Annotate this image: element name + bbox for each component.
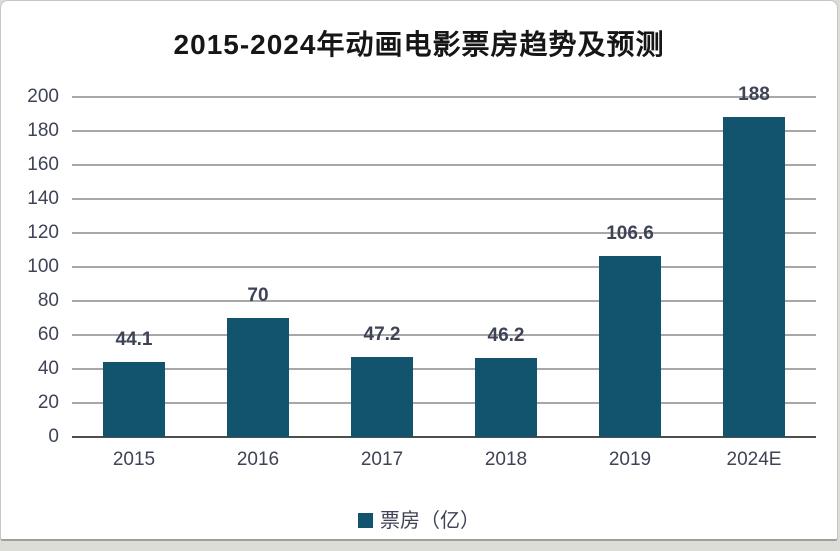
bar-2015	[103, 362, 165, 437]
bar-2019	[599, 256, 661, 437]
y-tick-label: 40	[37, 358, 59, 379]
x-axis-line	[72, 436, 816, 438]
x-tick-label: 2016	[236, 449, 280, 470]
gridline	[72, 164, 816, 166]
gridline	[72, 266, 816, 268]
bar-2017	[351, 357, 413, 437]
gridline	[72, 300, 816, 302]
legend: 票房（亿）	[1, 504, 837, 533]
gridline	[72, 334, 816, 336]
y-tick-label: 80	[37, 290, 59, 311]
y-tick-label: 160	[27, 154, 59, 175]
x-tick-label: 2019	[608, 449, 652, 470]
y-tick-label: 120	[27, 222, 59, 243]
gridline	[72, 368, 816, 370]
y-tick-label: 140	[27, 188, 59, 209]
y-tick-label: 100	[27, 256, 59, 277]
chart-card: 2015-2024年动画电影票房趋势及预测 0 20 40 60 80 100 120 140…	[0, 0, 838, 541]
gridline	[72, 198, 816, 200]
bar-value-label: 46.2	[487, 325, 525, 346]
plot-area: 0 20 40 60 80 100 120 140 160 180 200 44.1 2015 70 201…	[1, 1, 839, 542]
gridline	[72, 96, 816, 98]
bar-value-label: 70	[247, 285, 269, 306]
x-tick-label: 2017	[360, 449, 404, 470]
x-tick-label: 2018	[484, 449, 528, 470]
legend-series-label: 票房（亿）	[380, 510, 480, 532]
y-tick-label: 200	[27, 86, 59, 107]
y-tick-label: 60	[37, 324, 59, 345]
bar-value-label: 106.6	[606, 223, 654, 244]
x-tick-label: 2015	[112, 449, 156, 470]
bar-2018	[475, 358, 537, 437]
gridline	[72, 130, 816, 132]
legend-marker-swatch	[358, 513, 373, 528]
bar-value-label: 44.1	[115, 329, 153, 350]
bar-2016	[227, 318, 289, 437]
y-tick-label: 20	[37, 392, 59, 413]
y-tick-label: 0	[48, 426, 59, 447]
bar-value-label: 188	[738, 84, 770, 105]
bar-2024E	[723, 117, 785, 437]
gridline	[72, 402, 816, 404]
bar-value-label: 47.2	[363, 324, 401, 345]
x-tick-label: 2024E	[726, 449, 782, 470]
gridline	[72, 232, 816, 234]
chart-title: 2015-2024年动画电影票房趋势及预测	[173, 29, 665, 60]
y-tick-label: 180	[27, 120, 59, 141]
